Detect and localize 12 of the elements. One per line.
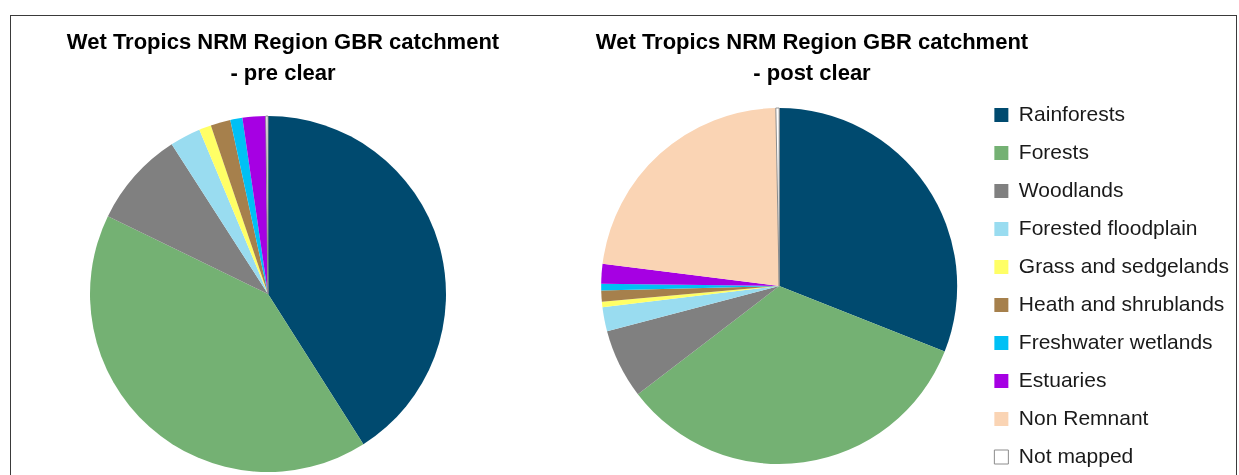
legend-label: Rainforests — [1018, 101, 1126, 125]
legend-label: Freshwater wetlands — [1018, 329, 1213, 353]
legend-label: Estuaries — [1018, 367, 1107, 391]
chart-title: Wet Tropics NRM Region GBR catchment - pre clear — [66, 28, 500, 87]
legend-label: Non Remnant — [1018, 405, 1149, 429]
legend-label: Forests — [1018, 139, 1089, 163]
legend-label: Heath and shrublands — [1018, 291, 1225, 315]
legend-label: Not mapped — [1018, 443, 1134, 467]
legend-label: Woodlands — [1018, 177, 1124, 201]
chart-title: Wet Tropics NRM Region GBR catchment - post clear — [595, 28, 1029, 87]
legend-label: Grass and sedgelands — [1018, 253, 1230, 277]
legend-label: Forested floodplain — [1018, 215, 1198, 239]
